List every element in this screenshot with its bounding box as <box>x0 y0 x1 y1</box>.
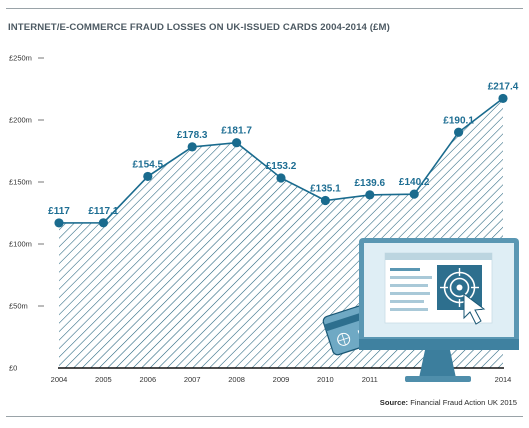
data-point <box>320 195 330 206</box>
data-label: £117 <box>48 206 70 217</box>
data-point <box>54 218 64 228</box>
y-tick-label: £100m <box>9 240 32 249</box>
data-point <box>276 173 286 183</box>
data-point <box>98 218 108 228</box>
x-tick-label: 2010 <box>317 375 334 384</box>
x-tick-label: 2007 <box>184 375 201 384</box>
data-label: £190.1 <box>443 115 474 126</box>
data-point <box>365 190 375 200</box>
y-tick-label: £250m <box>9 54 32 63</box>
data-label: £217.4 <box>488 81 519 92</box>
data-label: £178.3 <box>177 130 208 141</box>
top-rule <box>6 8 523 9</box>
x-tick-label: 2009 <box>273 375 290 384</box>
data-label: £140.2 <box>399 177 430 188</box>
data-point <box>232 138 242 148</box>
source-note: Source: Financial Fraud Action UK 2015 <box>380 398 517 407</box>
source-label: Source: <box>379 398 409 407</box>
y-tick-label: £150m <box>9 178 32 187</box>
x-tick-label: 2006 <box>139 375 156 384</box>
data-point <box>498 93 508 104</box>
data-label: £135.1 <box>310 183 341 194</box>
y-tick-label: £0 <box>9 364 17 373</box>
x-tick-label: 2014 <box>495 375 512 384</box>
y-tick-label: £200m <box>9 116 32 125</box>
chart-title: INTERNET/E-COMMERCE FRAUD LOSSES ON UK-I… <box>8 22 390 33</box>
source-text: Financial Fraud Action UK 2015 <box>410 398 517 407</box>
data-point <box>187 142 197 152</box>
x-tick-label: 2005 <box>95 375 112 384</box>
x-tick-label: 2004 <box>51 375 68 384</box>
data-point <box>409 189 419 199</box>
y-tick-label: £50m <box>9 302 28 311</box>
x-tick-label: 2008 <box>228 375 245 384</box>
data-point <box>454 127 464 137</box>
data-label: £139.6 <box>355 178 386 189</box>
cursor-icon <box>463 293 486 325</box>
data-label: £153.2 <box>266 161 297 172</box>
data-label: £117.1 <box>88 206 118 217</box>
data-point <box>143 171 153 182</box>
data-label: £154.5 <box>133 159 164 170</box>
bottom-rule <box>6 416 523 417</box>
x-tick-label: 2011 <box>362 375 378 384</box>
data-label: £181.7 <box>221 126 252 137</box>
